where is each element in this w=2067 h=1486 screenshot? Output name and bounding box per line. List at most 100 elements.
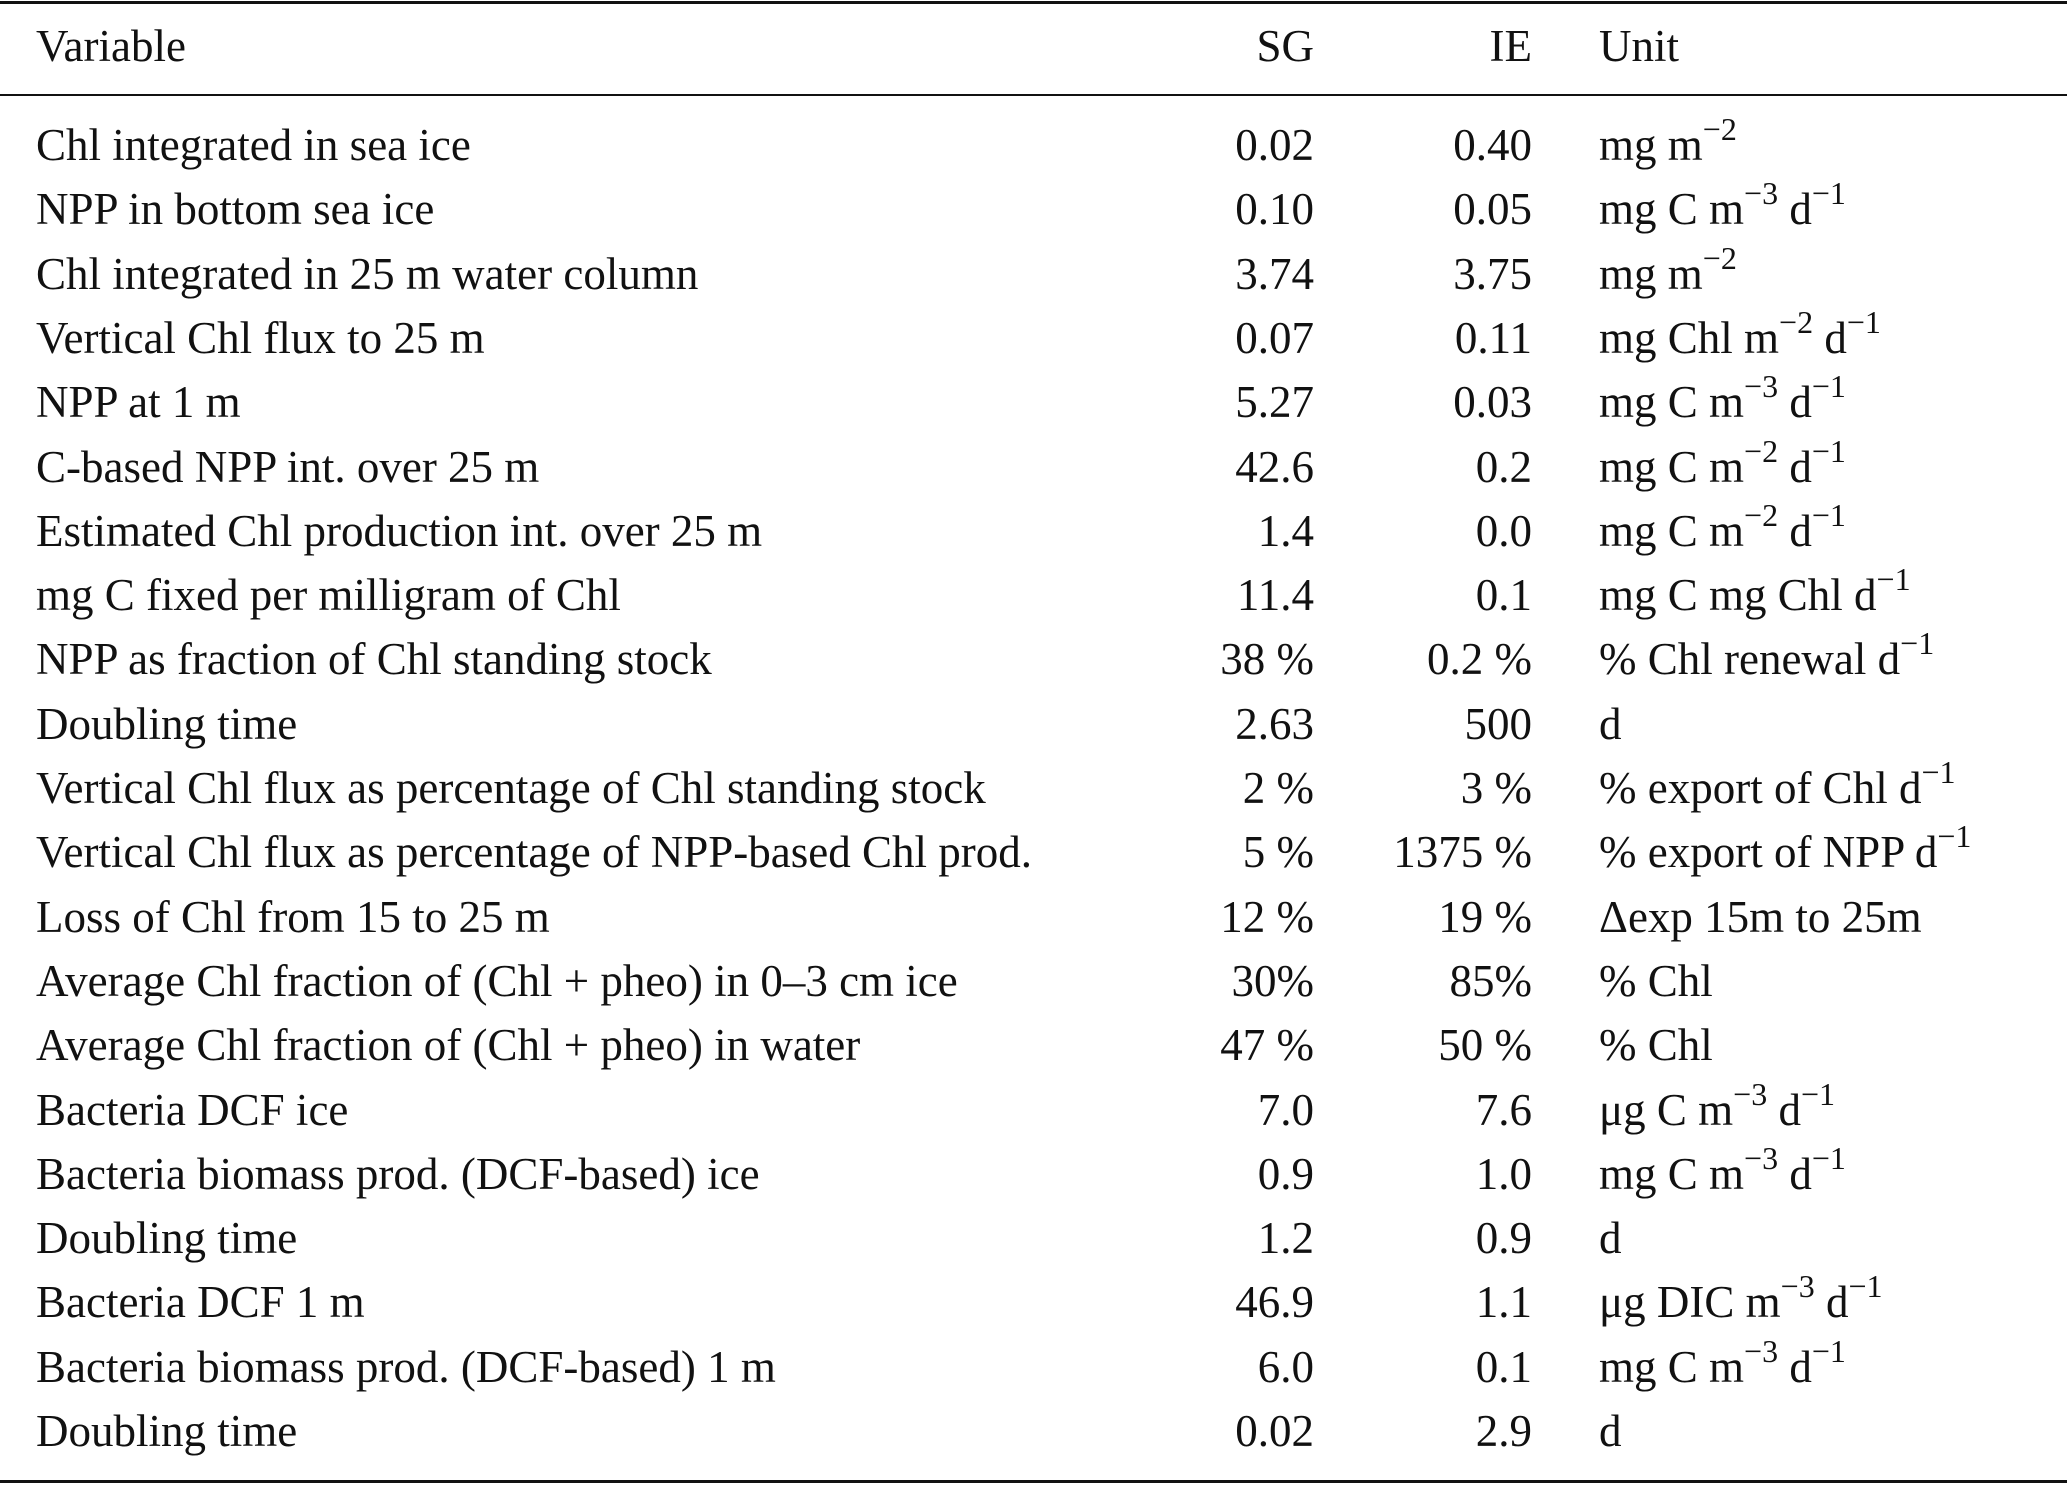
unit-exponent: −1: [1811, 496, 1846, 533]
bottom-rule: [0, 1480, 2067, 1483]
value-cell: 11.4: [1236, 570, 1314, 621]
value-cell: 0.40: [1453, 120, 1532, 170]
variable-cell: Vertical Chl flux as percentage of Chl s…: [36, 763, 986, 813]
header-rule: [0, 94, 2067, 96]
unit-text: % Chl renewal d: [1599, 634, 1901, 685]
unit-cell: mg C m−3 d−1: [1599, 1140, 1846, 1204]
value-cell: 2.63: [1235, 698, 1314, 749]
header-cell: Unit: [1599, 21, 1680, 71]
unit-cell: % Chl: [1599, 1015, 1713, 1075]
unit-cell: Δexp 15m to 25m: [1599, 887, 1922, 947]
value-cell: 0.07: [1235, 312, 1314, 363]
value-cell: 0.0: [1475, 505, 1532, 556]
unit-cell: μg DIC m−3 d−1: [1599, 1268, 1882, 1332]
unit-text: mg m: [1599, 120, 1703, 170]
value-cell: 19 %: [1438, 891, 1532, 942]
header-cell: Variable: [36, 21, 186, 71]
unit-text: d: [1778, 505, 1812, 556]
variable-cell: Estimated Chl production int. over 25 m: [36, 505, 763, 556]
value-cell: 1.2: [1257, 1213, 1314, 1264]
value-cell: 0.1: [1475, 570, 1532, 621]
value-cell: 50 %: [1438, 1020, 1532, 1071]
unit-exponent: −1: [1900, 625, 1935, 662]
value-cell: 0.1: [1475, 1341, 1532, 1392]
value-cell: 0.02: [1235, 1406, 1314, 1456]
value-cell: 0.02: [1235, 120, 1314, 170]
unit-exponent: −2: [1702, 239, 1737, 276]
unit-text: Δexp 15m to 25m: [1599, 891, 1922, 942]
unit-exponent: −1: [1811, 368, 1846, 405]
value-cell: 1.1: [1475, 1277, 1532, 1328]
unit-text: % Chl: [1599, 1020, 1713, 1071]
unit-text: d: [1778, 377, 1812, 428]
value-cell: 0.2 %: [1427, 634, 1532, 685]
variable-cell: Doubling time: [36, 1213, 298, 1264]
unit-exponent: −3: [1744, 1332, 1779, 1369]
unit-exponent: −2: [1702, 111, 1737, 147]
unit-text: mg C m: [1599, 441, 1745, 492]
variable-cell: C-based NPP int. over 25 m: [36, 441, 540, 492]
unit-cell: % Chl: [1599, 951, 1713, 1011]
unit-exponent: −1: [1846, 303, 1881, 340]
variable-cell: Loss of Chl from 15 to 25 m: [36, 891, 550, 942]
variable-cell: NPP at 1 m: [36, 377, 241, 428]
value-cell: 7.0: [1257, 1084, 1314, 1135]
unit-text: μg C m: [1599, 1084, 1734, 1135]
unit-exponent: −1: [1921, 754, 1956, 790]
unit-exponent: −3: [1780, 1268, 1815, 1305]
unit-cell: mg C m−3 d−1: [1599, 368, 1846, 432]
variable-cell: Bacteria biomass prod. (DCF-based) 1 m: [36, 1341, 776, 1392]
value-cell: 1375 %: [1393, 827, 1532, 878]
unit-cell: d: [1599, 694, 1622, 754]
unit-exponent: −1: [1811, 432, 1846, 469]
unit-cell: d: [1599, 1401, 1622, 1461]
value-cell: 2.9: [1475, 1406, 1532, 1456]
unit-text: % Chl: [1599, 955, 1713, 1006]
value-cell: 1.0: [1475, 1148, 1532, 1199]
variable-cell: mg C fixed per milligram of Chl: [36, 570, 621, 621]
variable-cell: Bacteria biomass prod. (DCF-based) ice: [36, 1148, 760, 1199]
unit-exponent: −2: [1744, 432, 1779, 469]
unit-cell: mg C mg Chl d−1: [1599, 561, 1911, 625]
unit-exponent: −1: [1848, 1268, 1883, 1305]
value-cell: 0.9: [1257, 1148, 1314, 1199]
unit-text: d: [1778, 1148, 1812, 1199]
unit-cell: mg C m−2 d−1: [1599, 497, 1846, 561]
unit-text: mg C m: [1599, 1148, 1745, 1199]
unit-text: d: [1778, 184, 1812, 235]
unit-cell: % export of Chl d−1: [1599, 754, 1956, 818]
value-cell: 3.75: [1453, 248, 1532, 299]
unit-exponent: −3: [1744, 1139, 1779, 1176]
value-cell: 3 %: [1460, 763, 1532, 813]
unit-exponent: −3: [1744, 175, 1779, 212]
unit-exponent: −1: [1876, 561, 1911, 598]
unit-cell: mg m−2: [1599, 111, 1737, 175]
value-cell: 47 %: [1220, 1020, 1314, 1071]
unit-cell: d: [1599, 1208, 1622, 1268]
value-cell: 6.0: [1257, 1341, 1314, 1392]
unit-exponent: −1: [1811, 1139, 1846, 1176]
unit-exponent: −2: [1779, 303, 1814, 340]
unit-text: mg C m: [1599, 184, 1745, 235]
unit-cell: mg C m−3 d−1: [1599, 1333, 1846, 1397]
value-cell: 38 %: [1220, 634, 1314, 685]
unit-text: d: [1813, 312, 1847, 363]
unit-text: mg C m: [1599, 377, 1745, 428]
unit-exponent: −3: [1744, 368, 1779, 405]
variable-cell: Doubling time: [36, 698, 298, 749]
variable-cell: Doubling time: [36, 1406, 298, 1456]
unit-text: d: [1599, 1213, 1622, 1264]
value-cell: 500: [1464, 698, 1533, 749]
value-cell: 46.9: [1235, 1277, 1314, 1328]
value-cell: 42.6: [1235, 441, 1314, 492]
header-cell: IE: [1489, 21, 1532, 71]
unit-text: mg m: [1599, 248, 1703, 299]
value-cell: 0.05: [1453, 184, 1532, 235]
value-cell: 5.27: [1235, 377, 1314, 428]
unit-exponent: −1: [1811, 1332, 1846, 1369]
value-cell: 85%: [1449, 955, 1533, 1006]
unit-text: mg C mg Chl d: [1599, 570, 1877, 621]
top-rule: [0, 1, 2067, 4]
unit-text: d: [1599, 698, 1622, 749]
